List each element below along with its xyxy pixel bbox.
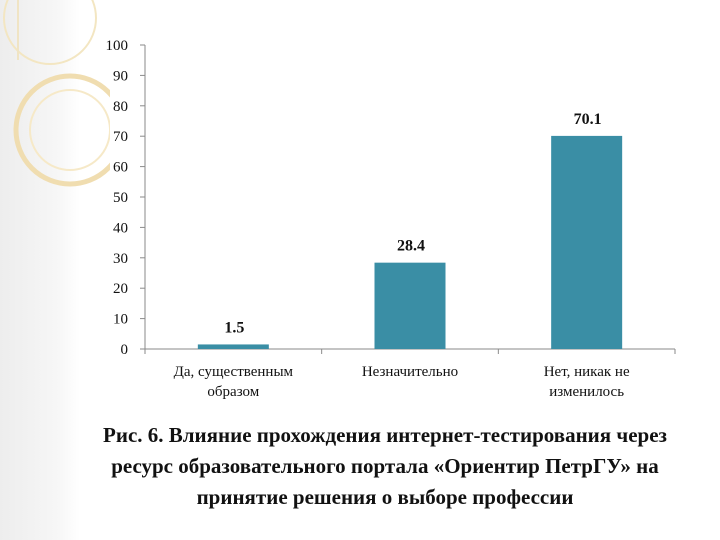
category-label: Нет, никак не xyxy=(544,364,630,380)
data-label: 1.5 xyxy=(224,319,244,336)
y-tick-label: 90 xyxy=(113,68,128,84)
bar xyxy=(551,135,623,349)
bar xyxy=(197,344,269,349)
gold-rings-decoration-icon xyxy=(3,0,110,187)
category-label: Да, существенным xyxy=(174,364,294,380)
y-tick-label: 80 xyxy=(113,99,128,115)
data-label: 70.1 xyxy=(574,111,602,128)
y-tick-label: 100 xyxy=(106,38,129,54)
category-label: образом xyxy=(207,384,259,400)
bar xyxy=(374,262,446,349)
bar-chart: 0 10 20 30 40 50 60 70 80 90 100 1.5 Да, существенны… xyxy=(106,38,676,400)
category-label: изменилось xyxy=(549,384,624,400)
y-tick-label: 70 xyxy=(113,129,128,145)
figure-caption: Рис. 6. Влияние прохождения интернет-тес… xyxy=(103,423,667,509)
y-tick-label: 50 xyxy=(113,190,128,206)
y-tick-label: 30 xyxy=(113,251,128,267)
data-label: 28.4 xyxy=(397,238,425,255)
y-tick-label: 10 xyxy=(113,312,128,328)
y-tick-label: 40 xyxy=(113,220,128,236)
y-tick-label: 20 xyxy=(113,281,128,297)
y-tick-label: 0 xyxy=(121,342,129,358)
category-label: Незначительно xyxy=(362,364,458,380)
y-tick-label: 60 xyxy=(113,160,128,176)
